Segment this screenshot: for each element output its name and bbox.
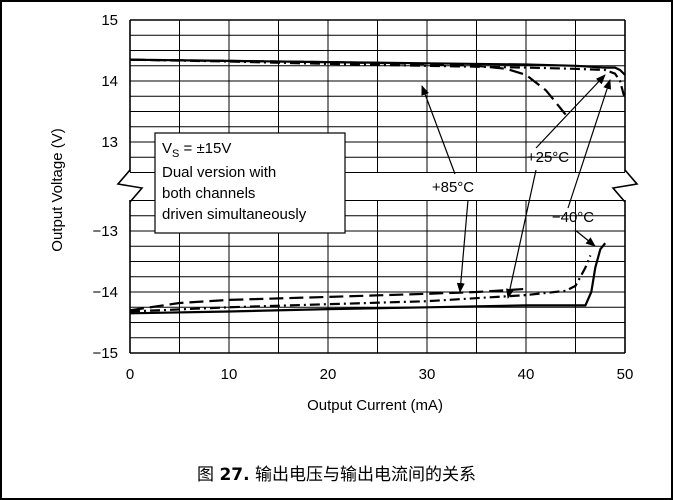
caption-text: 输出电压与输出电流间的关系 <box>254 465 476 485</box>
series-layer <box>129 58 627 315</box>
annotation-line: driven simultaneously <box>162 206 307 223</box>
y-tick-label: −13 <box>93 223 118 240</box>
x-tick-label: 30 <box>419 366 436 383</box>
label-plus25c: +25°C <box>527 149 569 166</box>
annotation-arrow <box>456 199 469 293</box>
annotation-line: both channels <box>162 185 255 202</box>
x-tick-label: 20 <box>320 366 337 383</box>
x-tick-label: 10 <box>221 366 238 383</box>
label-minus40c: −40°C <box>552 209 594 226</box>
annotation-arrow <box>421 85 456 175</box>
figure-caption: 图 27. 输出电压与输出电流间的关系 <box>0 460 673 485</box>
x-axis-title: Output Current (mA) <box>307 397 443 414</box>
y-tick-label: −14 <box>93 284 118 301</box>
annotation-arrow <box>567 79 611 209</box>
series-line-negative <box>129 287 527 312</box>
axis-break-layer <box>116 169 639 203</box>
label-plus85c: +85°C <box>432 179 474 196</box>
annotation-line: Dual version with <box>162 164 276 181</box>
annotation-arrow <box>535 74 606 149</box>
series-line-positive <box>129 58 626 76</box>
y-tick-label: 15 <box>101 12 118 29</box>
axis-break-mark <box>116 169 144 203</box>
grid-layer <box>129 19 626 354</box>
x-tick-label: 0 <box>126 366 134 383</box>
caption-prefix: 图 <box>197 465 215 485</box>
annotation-supply-label: VS = ±15V <box>162 140 231 160</box>
series-line-positive <box>129 58 627 100</box>
tick-label-layer: 0 10 20 30 40 50 15 14 13 −13 −14 −15 <box>93 12 634 383</box>
series-line-positive <box>129 58 567 116</box>
annotation-arrow <box>574 229 596 247</box>
series-line-negative <box>129 254 592 313</box>
y-axis-title: Output Voltage (V) <box>49 128 66 251</box>
series-line-negative <box>129 242 607 315</box>
axis-break-mark <box>611 169 639 203</box>
x-tick-label: 40 <box>518 366 535 383</box>
annotation-box <box>154 132 346 234</box>
caption-number: 27. <box>219 465 250 485</box>
annotation-layer: VS = ±15V Dual version with both channels d… <box>154 74 611 299</box>
y-tick-label: −15 <box>93 345 118 362</box>
annotation-arrow <box>506 169 537 299</box>
y-tick-label: 14 <box>101 73 118 90</box>
x-tick-label: 50 <box>617 366 634 383</box>
y-tick-label: 13 <box>101 134 118 151</box>
